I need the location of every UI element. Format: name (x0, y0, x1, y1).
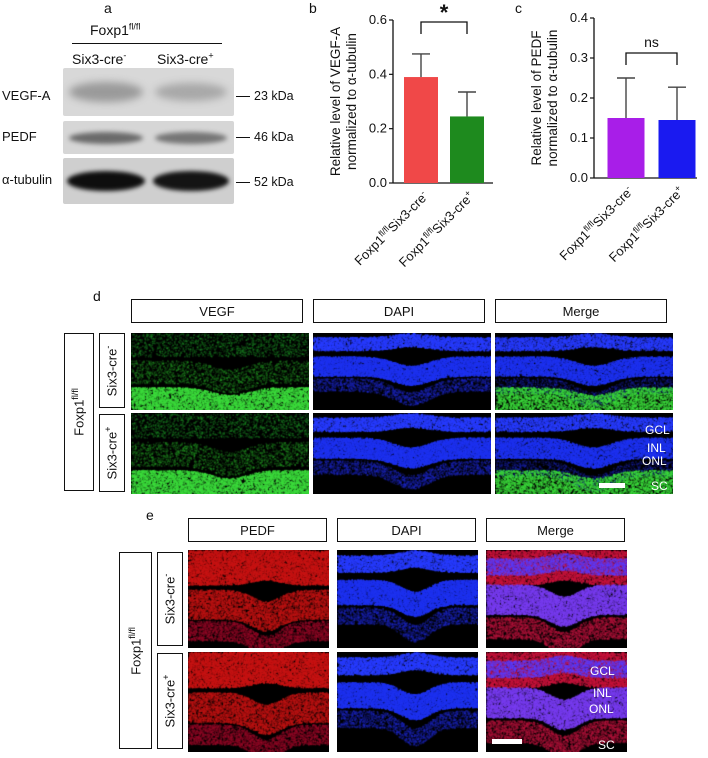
scale-bar-d (599, 483, 625, 488)
blot-label-pedf: PEDF (2, 129, 37, 144)
header-vegf: VEGF (131, 299, 303, 323)
micrograph-texture (495, 333, 673, 410)
micrograph-texture (313, 413, 491, 494)
layer-sc-e: SC (598, 738, 615, 752)
row-label-e2: Six3-cre+ (157, 653, 183, 749)
y-tick-label: 0.3 (570, 50, 588, 65)
panel-letter-c: c (515, 0, 522, 16)
header-merge-d: Merge (495, 299, 667, 323)
blot-label-vegfa: VEGF-A (2, 88, 51, 103)
y-axis-label: Relative level of PEDFnormalized to α-tu… (529, 30, 560, 167)
layer-inl-d: INL (647, 441, 666, 455)
micrograph-texture (188, 550, 329, 648)
micrograph-texture (131, 333, 309, 410)
lane-label-1: Six3-cre- (72, 50, 127, 67)
micrograph-merge-e-cre-pos: GCL INL ONL SC (486, 652, 627, 752)
micrograph-texture (337, 652, 478, 752)
chart-c: 0.0 0.1 0.2 0.3 0.4 Relative level of PEDFnor… (529, 10, 697, 265)
header-merge-e: Merge (486, 518, 625, 542)
y-tick-label: 0.6 (369, 12, 387, 27)
significance-bracket (420, 21, 468, 34)
micrograph-dapi-e-cre-neg (337, 550, 478, 648)
blot-label-tubulin: α-tubulin (2, 172, 53, 187)
micrograph-merge-d-cre-neg (495, 333, 673, 410)
y-tick-label: 0.1 (570, 130, 588, 145)
micrograph-merge-d-cre-pos: GCL INL ONL SC (495, 413, 673, 494)
kda-vegfa: 23 kDa (236, 89, 294, 103)
micrograph-dapi-d-cre-pos (313, 413, 491, 494)
y-tick-label: 0.2 (369, 121, 387, 136)
y-tick-label: 0.4 (570, 10, 588, 25)
significance-bracket (625, 52, 678, 65)
blot-vegfa (63, 68, 234, 116)
layer-gcl-d: GCL (645, 423, 670, 437)
x-tick-label: Foxp1fl/flSix3-cre+ (395, 188, 477, 270)
group-label-e: Foxp1fl/fl (119, 552, 152, 749)
micrograph-texture (486, 652, 627, 752)
row-label-d1: Six3-cre- (99, 333, 125, 408)
bar (404, 77, 438, 183)
layer-inl-e: INL (593, 686, 612, 700)
micrograph-dapi-d-cre-neg (313, 333, 491, 410)
y-tick-label: 0.0 (570, 170, 588, 185)
micrograph-texture (188, 652, 329, 752)
bar (658, 120, 696, 178)
panel-letter-b: b (309, 0, 317, 16)
layer-gcl-e: GCL (590, 664, 615, 678)
lane-label-2: Six3-cre+ (157, 50, 214, 67)
micrograph-texture (313, 333, 491, 410)
row-label-d2: Six3-cre+ (99, 414, 125, 492)
panel-letter-d: d (93, 288, 101, 304)
bar (607, 118, 645, 178)
layer-onl-e: ONL (589, 702, 614, 716)
bar (450, 116, 484, 183)
layer-onl-d: ONL (642, 454, 667, 468)
header-dapi-d: DAPI (313, 299, 485, 323)
micrograph-merge-e-cre-neg (486, 550, 627, 648)
group-underline (72, 43, 222, 44)
micrograph-vegf-cre-pos (131, 413, 309, 494)
group-title: Foxp1fl/fl (90, 21, 141, 38)
header-dapi-e: DAPI (337, 518, 476, 542)
significance-label: * (440, 0, 449, 25)
chart-b: 0.0 0.2 0.4 0.6 Relative level of VEGF-Anorm… (328, 0, 493, 270)
blot-tubulin (63, 158, 234, 204)
y-tick-label: 0.0 (369, 175, 387, 190)
significance-label: ns (644, 34, 659, 50)
micrograph-texture (131, 413, 309, 494)
panel-letter-e: e (146, 507, 154, 523)
micrograph-pedf-cre-neg (188, 550, 329, 648)
kda-tubulin: 52 kDa (236, 175, 294, 189)
micrograph-texture (486, 550, 627, 648)
micrograph-texture (495, 413, 673, 494)
scale-bar-e (492, 739, 522, 744)
micrograph-texture (337, 550, 478, 648)
micrograph-pedf-cre-pos (188, 652, 329, 752)
row-label-e1: Six3-cre- (157, 552, 183, 646)
kda-pedf: 46 kDa (236, 130, 294, 144)
panel-letter-a: a (104, 0, 112, 16)
blot-pedf (63, 121, 234, 154)
y-tick-label: 0.2 (570, 90, 588, 105)
y-tick-label: 0.4 (369, 66, 387, 81)
group-label-d: Foxp1fl/fl (64, 333, 94, 491)
micrograph-vegf-cre-neg (131, 333, 309, 410)
layer-sc-d: SC (651, 479, 668, 493)
micrograph-dapi-e-cre-pos (337, 652, 478, 752)
y-axis-label: Relative level of VEGF-Anormalized to α-… (328, 27, 359, 176)
header-pedf: PEDF (188, 518, 327, 542)
